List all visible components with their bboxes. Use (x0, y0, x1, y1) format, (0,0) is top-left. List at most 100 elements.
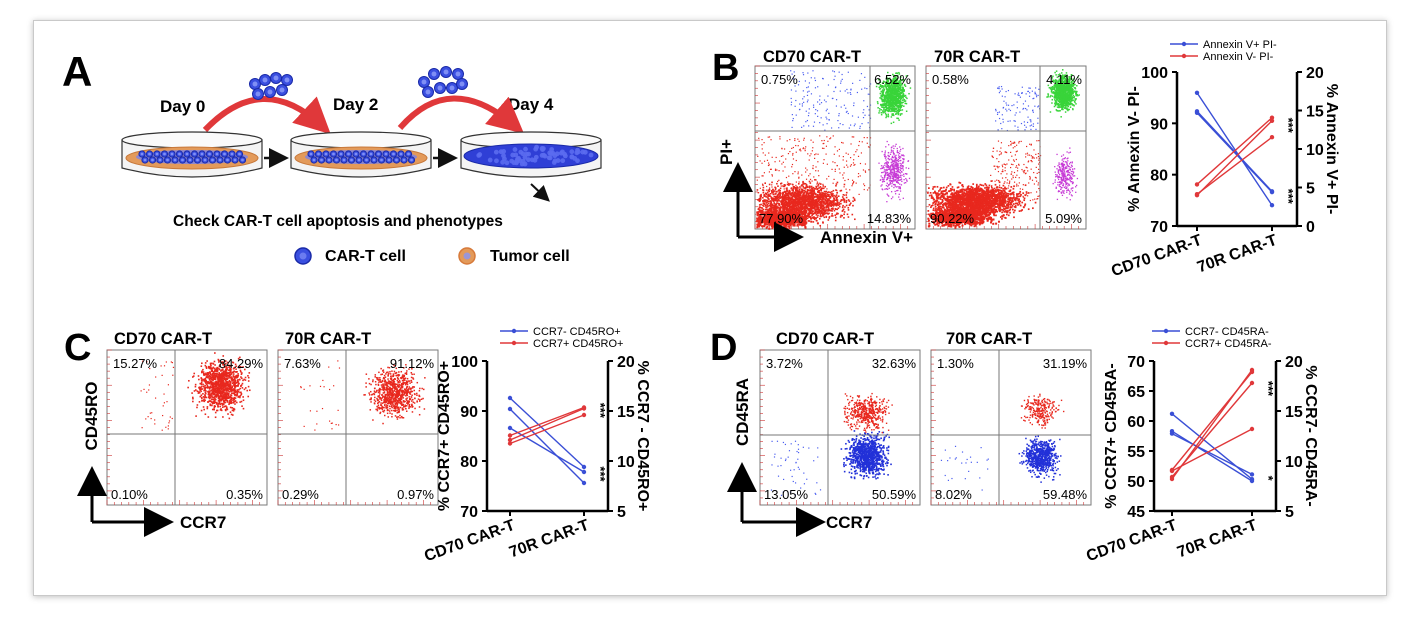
event-dot (847, 209, 850, 211)
event-dot (888, 184, 890, 186)
event-dot (883, 177, 885, 179)
event-dot (893, 160, 895, 162)
event-dot (796, 193, 798, 196)
event-dot (789, 202, 791, 204)
event-dot (900, 76, 902, 78)
car-t-cell-core (208, 152, 211, 156)
event-dot (885, 92, 887, 94)
event-dot (863, 185, 866, 187)
event-dot (881, 106, 883, 108)
event-dot (756, 220, 759, 223)
event-dot (802, 205, 804, 208)
event-dot (805, 146, 807, 148)
event-dot (783, 148, 786, 150)
event-dot (835, 194, 838, 196)
event-dot (897, 177, 899, 180)
event-dot (790, 101, 793, 103)
event-dot (768, 200, 771, 203)
event-dot (778, 192, 780, 194)
event-dot (884, 162, 886, 165)
event-dot (813, 203, 816, 206)
event-dot (761, 139, 763, 141)
event-dot (771, 175, 774, 177)
event-dot (830, 203, 833, 206)
event-dot (893, 105, 895, 108)
event-dot (807, 212, 810, 215)
car-t-cell-core (332, 152, 335, 156)
event-dot (833, 78, 835, 81)
event-dot (776, 207, 778, 210)
event-dot (810, 77, 812, 79)
event-dot (770, 205, 773, 207)
event-dot (822, 192, 825, 194)
event-dot (891, 171, 893, 173)
event-dot (781, 163, 783, 165)
event-dot (841, 141, 843, 144)
event-dot (879, 87, 882, 90)
event-dot (859, 127, 861, 129)
event-dot (756, 219, 759, 222)
event-dot (768, 164, 770, 166)
event-dot (900, 156, 902, 158)
event-dot (904, 85, 907, 87)
event-dot (895, 165, 898, 167)
event-dot (806, 169, 808, 171)
event-dot (822, 205, 825, 207)
event-dot (901, 167, 903, 169)
event-dot (820, 204, 822, 207)
event-dot (896, 91, 898, 94)
event-dot (894, 93, 896, 95)
event-dot (818, 209, 821, 211)
event-dot (767, 136, 769, 138)
event-dot (903, 155, 905, 157)
event-dot (896, 99, 899, 101)
event-dot (897, 154, 900, 156)
event-dot (790, 215, 793, 218)
event-dot (882, 171, 884, 174)
event-dot (827, 210, 829, 212)
event-dot (761, 220, 764, 223)
event-dot (781, 201, 783, 204)
event-dot (842, 156, 844, 158)
event-dot (776, 219, 779, 222)
event-dot (841, 214, 844, 217)
event-dot (888, 86, 890, 88)
event-dot (903, 182, 906, 184)
event-dot (901, 102, 903, 104)
event-dot (898, 109, 901, 112)
event-dot (800, 203, 803, 205)
event-dot (798, 191, 800, 194)
event-dot (783, 215, 786, 218)
event-dot (820, 198, 822, 201)
event-dot (823, 195, 826, 197)
event-dot (888, 172, 890, 174)
event-dot (808, 175, 810, 177)
event-dot (798, 188, 801, 191)
car-t-cell-dot (513, 152, 519, 158)
event-dot (810, 93, 813, 95)
event-dot (757, 208, 760, 210)
event-dot (789, 193, 792, 196)
event-dot (852, 200, 854, 203)
event-dot (783, 184, 786, 186)
event-dot (837, 195, 840, 197)
event-dot (825, 209, 827, 211)
event-dot (807, 220, 810, 222)
event-dot (786, 203, 789, 205)
event-dot (862, 169, 865, 171)
event-dot (825, 190, 828, 193)
event-dot (847, 166, 849, 168)
car-t-cell-core (431, 71, 437, 77)
event-dot (792, 120, 794, 122)
event-dot (889, 99, 892, 101)
event-dot (891, 91, 893, 93)
event-dot (905, 182, 907, 184)
event-dot (793, 205, 796, 208)
event-dot (768, 195, 771, 197)
car-t-cell-dot (524, 151, 530, 157)
event-dot (809, 208, 812, 211)
event-dot (892, 167, 894, 169)
event-dot (892, 110, 895, 112)
event-dot (883, 180, 886, 183)
event-dot (810, 205, 813, 208)
